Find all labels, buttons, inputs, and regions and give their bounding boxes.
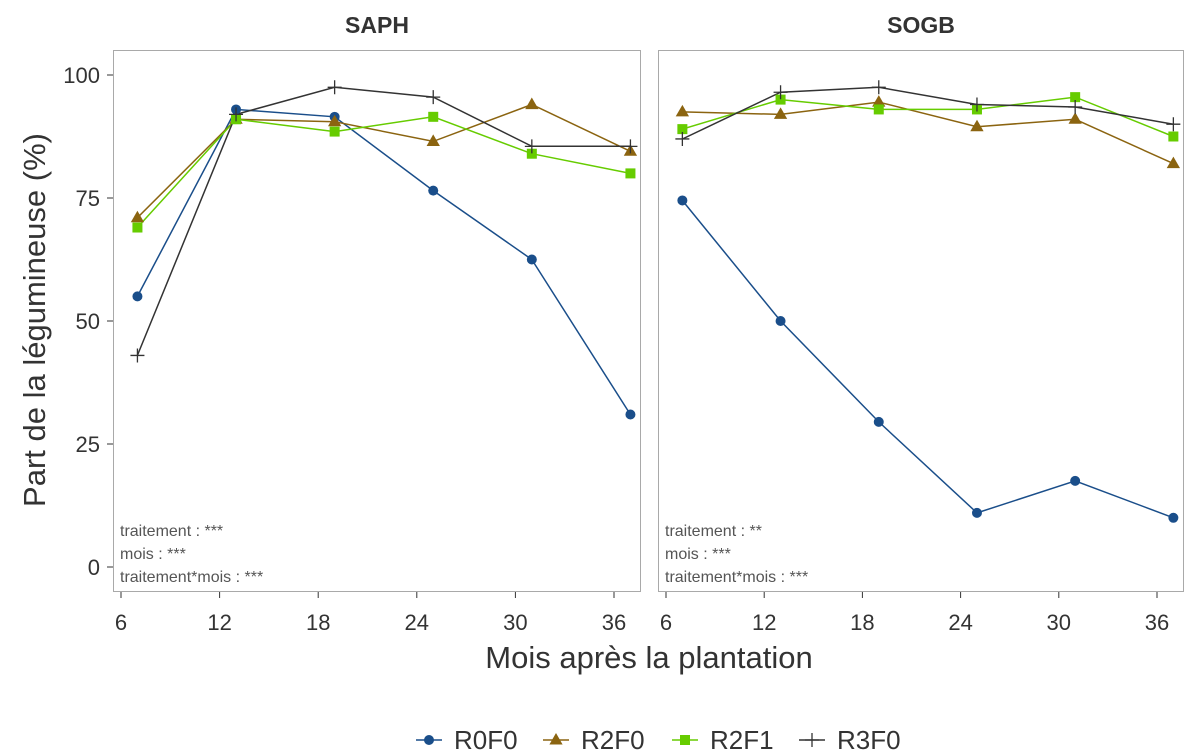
legend-key-marker (680, 735, 690, 745)
x-axis-title: Mois après la plantation (485, 640, 812, 675)
y-tick-label: 25 (76, 432, 100, 457)
series-line-r3f0 (136, 86, 631, 356)
data-point-r0f0 (625, 409, 636, 420)
data-point-r2f0 (675, 104, 689, 117)
x-tick-label: 36 (602, 610, 626, 635)
series-line-r2f0 (136, 103, 631, 219)
data-point-r2f0 (1166, 156, 1180, 169)
data-point-r3f0 (524, 139, 539, 154)
data-point-r0f0 (677, 195, 688, 206)
panel-border (113, 50, 641, 592)
data-point-r2f1 (428, 111, 439, 122)
series-line-r0f0 (136, 108, 632, 415)
x-tick-label: 6 (115, 610, 127, 635)
data-point-r2f1 (677, 124, 688, 135)
data-point-r3f0 (1166, 117, 1181, 132)
data-point-r3f0 (623, 139, 638, 154)
legend-key-marker (549, 733, 563, 745)
annotation-text: mois : *** (120, 546, 186, 563)
series-line-r2f1 (136, 116, 631, 229)
x-tick-label: 36 (1145, 610, 1169, 635)
data-point-r2f0 (130, 210, 145, 223)
data-point-r2f0 (426, 134, 440, 146)
y-axis-title: Part de la légumineuse (%) (17, 133, 52, 507)
data-point-r3f0 (130, 348, 145, 363)
data-point-r3f0 (871, 80, 886, 95)
data-point-r2f1 (132, 222, 143, 233)
x-tick-label: 24 (948, 610, 972, 635)
data-point-r2f0 (328, 114, 342, 127)
data-point-r3f0 (229, 107, 244, 122)
data-point-r2f1 (625, 168, 636, 179)
data-point-r2f1 (873, 104, 884, 115)
data-point-r0f0 (775, 316, 786, 326)
data-point-r2f0 (970, 119, 984, 132)
y-tick-label: 50 (76, 309, 100, 334)
annotation-text: traitement : ** (665, 523, 762, 540)
annotation-text: traitement*mois : *** (120, 569, 263, 586)
data-point-r0f0 (132, 291, 143, 302)
data-point-r3f0 (426, 90, 441, 105)
legend-key-marker (805, 733, 819, 747)
legend-label: R0F0 (454, 725, 518, 754)
series-line-r2f1 (682, 96, 1174, 138)
data-point-r2f1 (775, 94, 786, 105)
legend-label: R3F0 (837, 725, 901, 754)
annotation-text: traitement : *** (120, 523, 223, 540)
x-tick-label: 30 (1047, 610, 1071, 635)
data-point-r0f0 (428, 185, 439, 196)
series-line-r0f0 (681, 200, 1174, 519)
data-point-r3f0 (969, 97, 984, 112)
x-tick-label: 12 (207, 610, 231, 635)
data-point-r2f0 (525, 97, 539, 110)
data-point-r2f1 (1168, 131, 1179, 142)
legend-label: R2F0 (581, 725, 645, 754)
x-tick-label: 18 (306, 610, 330, 635)
data-point-r2f0 (1068, 112, 1082, 124)
x-tick-label: 6 (660, 610, 672, 635)
data-point-r0f0 (1070, 475, 1081, 486)
data-point-r0f0 (526, 254, 537, 265)
series-line-r2f0 (682, 101, 1174, 165)
x-tick-label: 18 (850, 610, 874, 635)
x-tick-label: 24 (405, 610, 429, 635)
data-point-r2f1 (1070, 92, 1081, 103)
data-point-r3f0 (327, 80, 342, 95)
series-line-r3f0 (682, 86, 1174, 140)
data-point-r0f0 (971, 507, 982, 518)
legend-label: R2F1 (710, 725, 774, 754)
panel-border (658, 50, 1184, 592)
y-tick-label: 75 (76, 186, 100, 211)
data-point-r2f1 (526, 148, 537, 159)
data-point-r3f0 (773, 85, 788, 100)
y-tick-label: 100 (63, 63, 100, 88)
y-tick-label: 0 (88, 555, 100, 580)
data-point-r3f0 (1068, 99, 1083, 114)
annotation-text: traitement*mois : *** (665, 569, 808, 586)
annotation-text: mois : *** (665, 546, 731, 563)
data-point-r2f0 (773, 107, 788, 119)
panel-title: SAPH (345, 12, 409, 38)
data-point-r2f0 (872, 95, 886, 107)
data-point-r0f0 (1168, 512, 1179, 523)
legend-key-marker (424, 735, 434, 745)
x-tick-label: 12 (752, 610, 776, 635)
data-point-r0f0 (873, 416, 884, 427)
panel-title: SOGB (887, 12, 955, 38)
x-tick-label: 30 (503, 610, 527, 635)
data-point-r2f1 (329, 126, 340, 137)
data-point-r3f0 (675, 131, 690, 146)
